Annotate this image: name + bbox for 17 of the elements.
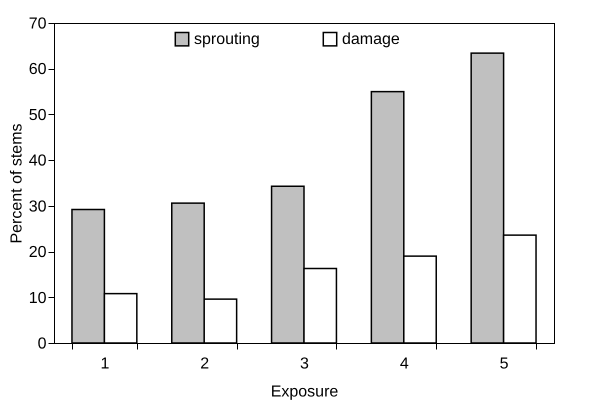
legend-label: damage [342,31,400,48]
y-tick-label: 0 [38,336,47,352]
legend-label: sprouting [194,31,260,48]
y-tick-label: 30 [28,198,47,216]
y-tick-label: 40 [28,152,47,170]
y-tick-label: 70 [28,16,47,32]
y-tick-label: 10 [28,290,47,307]
y-tick-label: 60 [28,61,47,78]
y-axis-title: Percent of stems [8,123,26,244]
x-tick-label: 1 [100,356,110,372]
x-tick-label: 5 [500,356,509,372]
x-axis-title: Exposure [270,384,338,400]
y-tick-label: 20 [28,244,47,262]
y-tick-label: 50 [28,106,47,124]
x-tick-label: 3 [300,356,310,372]
x-tick-label: 2 [200,356,210,372]
x-tick-label: 4 [400,356,409,372]
